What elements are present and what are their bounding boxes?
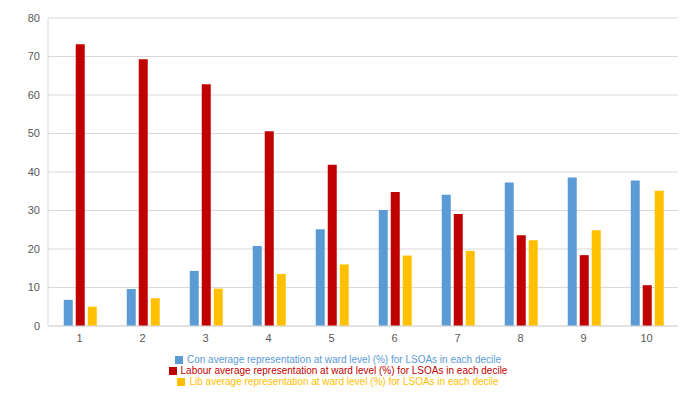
svg-text:50: 50	[28, 127, 40, 139]
html-text:Labour average representation: Labour average representation at ward le…	[180, 365, 508, 376]
svg-text:10: 10	[640, 332, 652, 344]
svg-text:30: 30	[28, 204, 40, 216]
svg-text:10: 10	[28, 281, 40, 293]
svg-text:20: 20	[28, 243, 40, 255]
svg-text:80: 80	[28, 12, 40, 24]
svg-text:1: 1	[76, 332, 82, 344]
svg-text:60: 60	[28, 89, 40, 101]
svg-text:70: 70	[28, 50, 40, 62]
svg-text:4: 4	[265, 332, 271, 344]
svg-text:7: 7	[454, 332, 460, 344]
svg-text:5: 5	[328, 332, 334, 344]
html-text:Con average representation at: Con average representation at ward level…	[187, 354, 501, 365]
svg-text:3: 3	[202, 332, 208, 344]
svg-text:2: 2	[139, 332, 145, 344]
svg-text:6: 6	[391, 332, 397, 344]
svg-text:9: 9	[580, 332, 586, 344]
html-text:Lib average representation at: Lib average representation at ward level…	[189, 376, 499, 387]
svg-text:8: 8	[517, 332, 523, 344]
svg-text:40: 40	[28, 166, 40, 178]
svg-text:0: 0	[34, 320, 40, 332]
